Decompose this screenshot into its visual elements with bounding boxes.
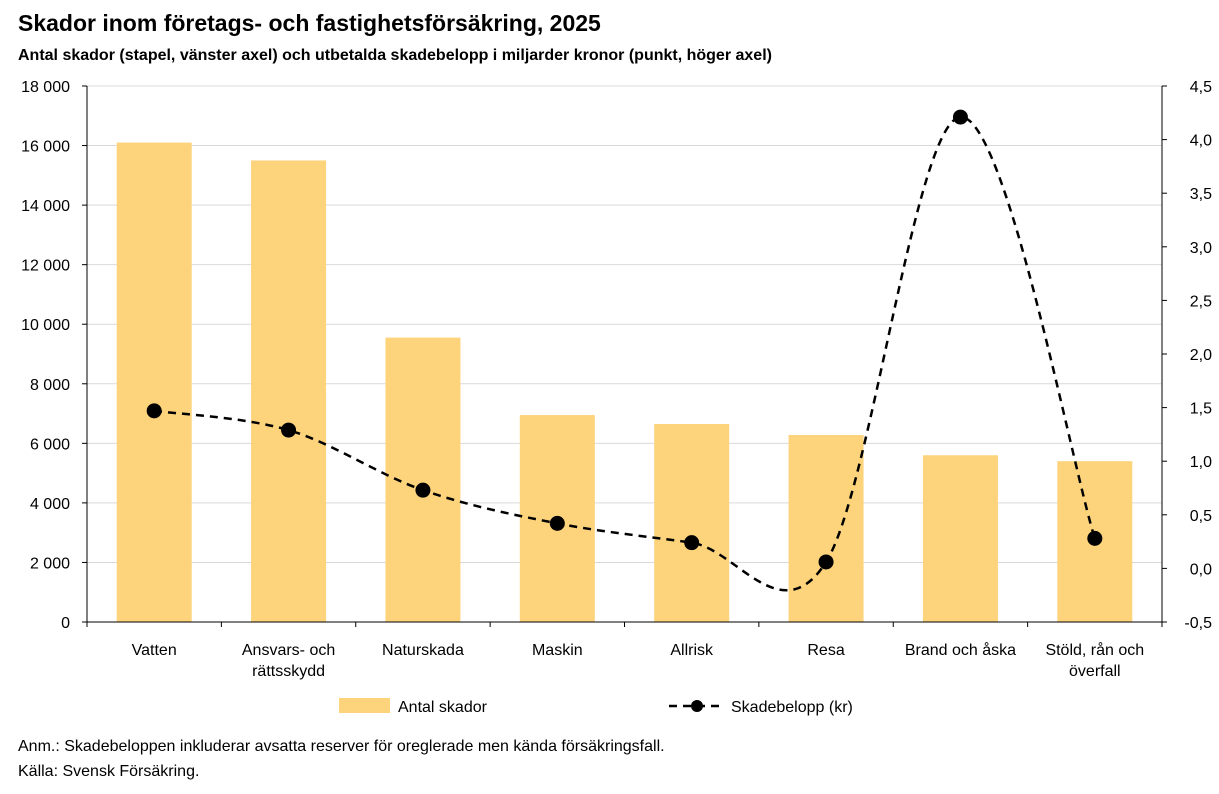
right-tick-label: 2,0 — [1190, 347, 1212, 364]
left-tick-label: 10 000 — [21, 317, 70, 334]
left-tick-label: 16 000 — [21, 139, 70, 156]
category-label: Naturskada — [382, 642, 464, 659]
bar — [116, 142, 192, 623]
category-label: Maskin — [532, 642, 583, 659]
chart-title: Skador inom företags- och fastighetsförs… — [18, 10, 601, 36]
series-line — [154, 115, 1097, 592]
left-tick-label: 14 000 — [21, 198, 70, 215]
line-point — [549, 515, 565, 531]
right-tick-label: 3,0 — [1190, 240, 1212, 257]
line-point — [952, 109, 968, 125]
right-tick-label: 1,5 — [1190, 401, 1212, 418]
left-tick-label: 6 000 — [30, 436, 70, 453]
line-point — [281, 422, 297, 438]
right-tick-label: 3,5 — [1190, 186, 1212, 203]
left-tick-label: 2 000 — [30, 555, 70, 572]
line-point — [415, 482, 431, 498]
line-point — [684, 535, 700, 551]
chart-area: 0 2 000 4 000 6 000 8 000 10 000 12 000 14 000 1… — [21, 79, 1212, 716]
line-point — [1087, 530, 1103, 546]
category-label: Allrisk — [670, 642, 714, 659]
left-tick-label: 0 — [61, 615, 70, 632]
legend-label-line: Skadebelopp (kr) — [731, 699, 853, 716]
bar — [922, 455, 998, 622]
right-tick-label: 0,5 — [1190, 508, 1212, 525]
legend-label-bars: Antal skador — [398, 699, 488, 716]
note-text: Anm.: Skadebeloppen inkluderar avsatta r… — [18, 738, 665, 755]
bar — [654, 423, 730, 622]
category-label: Stöld, rån och överfall — [1045, 641, 1144, 680]
chart-notes: Anm.: Skadebeloppen inkluderar avsatta r… — [18, 734, 665, 784]
left-tick-label: 8 000 — [30, 377, 70, 394]
category-label: Resa — [807, 642, 844, 659]
category-label: Brand och åska — [905, 641, 1016, 659]
category-label: Vatten — [132, 642, 177, 659]
right-tick-label: 0,0 — [1190, 561, 1212, 578]
category-label: Ansvars- och rättsskydd — [242, 642, 335, 680]
line-point — [146, 403, 162, 419]
legend-marker — [691, 700, 703, 712]
source-text: Källa: Svensk Försäkring. — [18, 763, 200, 780]
left-tick-label: 12 000 — [21, 258, 70, 275]
right-tick-label: 4,5 — [1190, 79, 1212, 96]
right-tick-label: -0,5 — [1184, 615, 1212, 632]
left-tick-label: 18 000 — [21, 79, 70, 96]
left-tick-label: 4 000 — [30, 496, 70, 513]
line-point — [818, 554, 834, 570]
chart-subtitle: Antal skador (stapel, vänster axel) och … — [18, 47, 772, 64]
right-tick-label: 4,0 — [1190, 133, 1212, 150]
legend-swatch-bars — [339, 698, 390, 713]
right-tick-label: 1,0 — [1190, 454, 1212, 471]
bar — [251, 160, 327, 622]
right-tick-label: 2,5 — [1190, 293, 1212, 310]
bar — [788, 434, 864, 622]
